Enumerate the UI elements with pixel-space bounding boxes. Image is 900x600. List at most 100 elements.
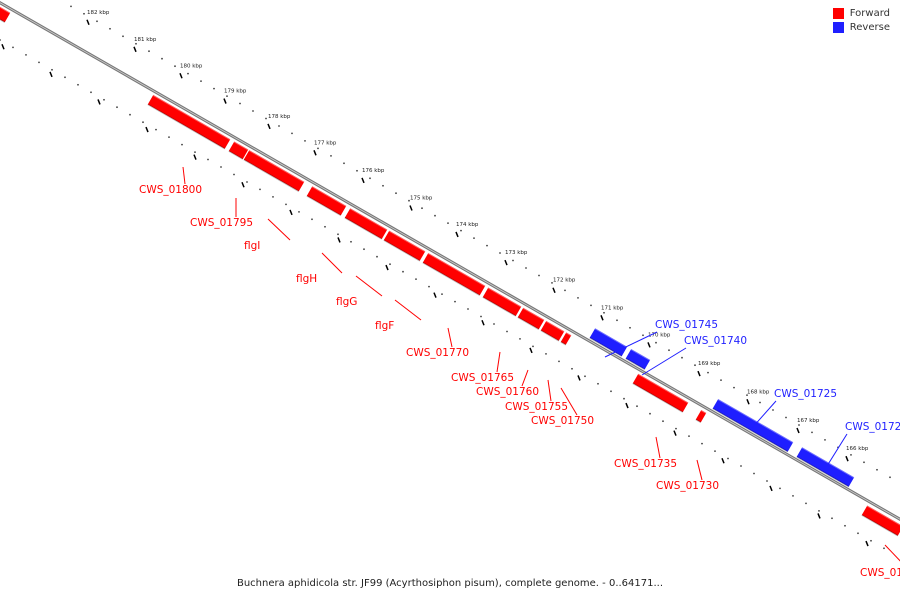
legend: Forward Reverse <box>832 8 890 36</box>
ruler-dot <box>96 20 98 23</box>
ruler-dot <box>824 439 826 441</box>
ruler-dot <box>272 196 274 198</box>
ruler-dot <box>558 360 560 363</box>
ruler-dot <box>135 42 137 45</box>
gene-leader-line <box>826 433 848 467</box>
gene-shadow <box>625 357 646 371</box>
tick-label: 174 kbp <box>456 222 479 228</box>
gene-body <box>632 373 689 413</box>
tick-label: 168 kbp <box>747 389 770 395</box>
gene-leader-line <box>884 544 900 562</box>
ruler-dot <box>363 248 365 251</box>
gene-flgh: flgH <box>296 185 347 285</box>
ruler-dot <box>155 128 157 131</box>
tick-mark <box>552 287 556 294</box>
gene-flgg: flgG <box>336 207 388 308</box>
tick-label: 169 kbp <box>698 361 721 367</box>
gene-body <box>517 307 545 330</box>
ruler-dot <box>733 386 735 389</box>
gene-shadow <box>861 514 899 537</box>
ruler-dot <box>77 83 79 86</box>
gene-highlight <box>0 5 11 14</box>
ruler-dot <box>116 106 118 109</box>
tick-mark <box>647 342 651 348</box>
tick-label: 178 kbp <box>268 114 291 120</box>
ruler-dot <box>519 338 521 340</box>
gene-label: CWS_01720 <box>845 421 900 433</box>
ruler-dot <box>629 326 631 329</box>
ruler-dot <box>12 46 14 49</box>
gene-shadow <box>306 195 342 217</box>
ruler-dot <box>590 304 592 307</box>
gene-body <box>861 505 900 536</box>
ruler-dot <box>863 461 865 464</box>
tick-label: 175 kbp <box>410 196 433 202</box>
ruler-dot <box>753 472 755 475</box>
gene-label: CWS_01730 <box>656 480 719 492</box>
gene-cws_01795: CWS_01795 <box>190 140 253 229</box>
tick-mark <box>133 46 137 53</box>
gene-label: CWS_01735 <box>614 458 677 470</box>
gene-highlight <box>717 398 794 443</box>
gene-highlight <box>487 286 522 308</box>
ruler-dot <box>330 155 332 157</box>
gene-shadow <box>243 158 300 192</box>
gene-shadow <box>383 239 421 262</box>
gene-label: CWS_01795 <box>190 217 253 229</box>
ruler-dot <box>285 203 287 206</box>
ruler-dot <box>798 424 800 426</box>
ruler-dot <box>161 57 163 60</box>
gene-leader-line <box>655 436 661 459</box>
ruler-dot <box>369 177 371 180</box>
tick-mark <box>145 126 149 133</box>
ruler-dot <box>486 244 488 247</box>
gene-body <box>625 349 651 370</box>
forward-swatch <box>832 8 844 19</box>
gene-cws_01720: CWS_01720 <box>796 421 900 488</box>
tick-mark <box>409 205 413 211</box>
ruler-dot <box>668 349 670 352</box>
gene-cws_01740: CWS_01740 <box>625 335 747 376</box>
gene-highlight <box>801 446 855 479</box>
ruler-dot <box>831 517 833 520</box>
gene-label: flgH <box>296 273 317 285</box>
gene-leader-line <box>321 252 343 274</box>
ruler-dot <box>662 420 664 423</box>
ruler-dot <box>473 237 475 240</box>
gene-label: CWS_01755 <box>505 401 568 413</box>
tick-mark <box>529 347 533 354</box>
ruler-dot <box>421 207 423 210</box>
gene-body <box>712 399 794 452</box>
gene-shadow <box>517 316 540 330</box>
gene-cws_01715: CWS_01715 <box>860 504 900 579</box>
legend-label: Forward <box>849 8 890 19</box>
ruler-dot <box>428 285 430 288</box>
ruler-dot <box>200 80 202 82</box>
tick-label: 177 kbp <box>314 140 337 146</box>
tick-mark <box>337 237 341 243</box>
gene-leader-line <box>394 299 422 321</box>
ruler-dot <box>408 199 410 202</box>
gene-label: CWS_01745 <box>655 319 718 331</box>
gene-highlight <box>311 185 347 207</box>
gene-highlight <box>388 229 426 253</box>
ruler-dot <box>655 341 657 344</box>
ruler-dot <box>759 401 761 404</box>
legend-label: Reverse <box>849 22 890 33</box>
ruler-dots <box>0 5 891 550</box>
ruler-dot <box>805 502 807 505</box>
tick-label: 171 kbp <box>601 305 624 311</box>
ruler-dot <box>818 510 820 512</box>
ruler-dot <box>493 323 495 325</box>
ruler-dot <box>551 282 553 284</box>
gene-leader-line <box>447 327 453 348</box>
tick-mark <box>577 375 581 381</box>
tick-mark <box>241 181 245 188</box>
ruler-dot <box>545 353 547 355</box>
ruler-dot <box>122 35 124 38</box>
ruler-dot <box>207 158 209 161</box>
gene-body <box>306 186 347 216</box>
ruler-dot <box>415 278 417 280</box>
ruler-dot <box>532 345 534 348</box>
